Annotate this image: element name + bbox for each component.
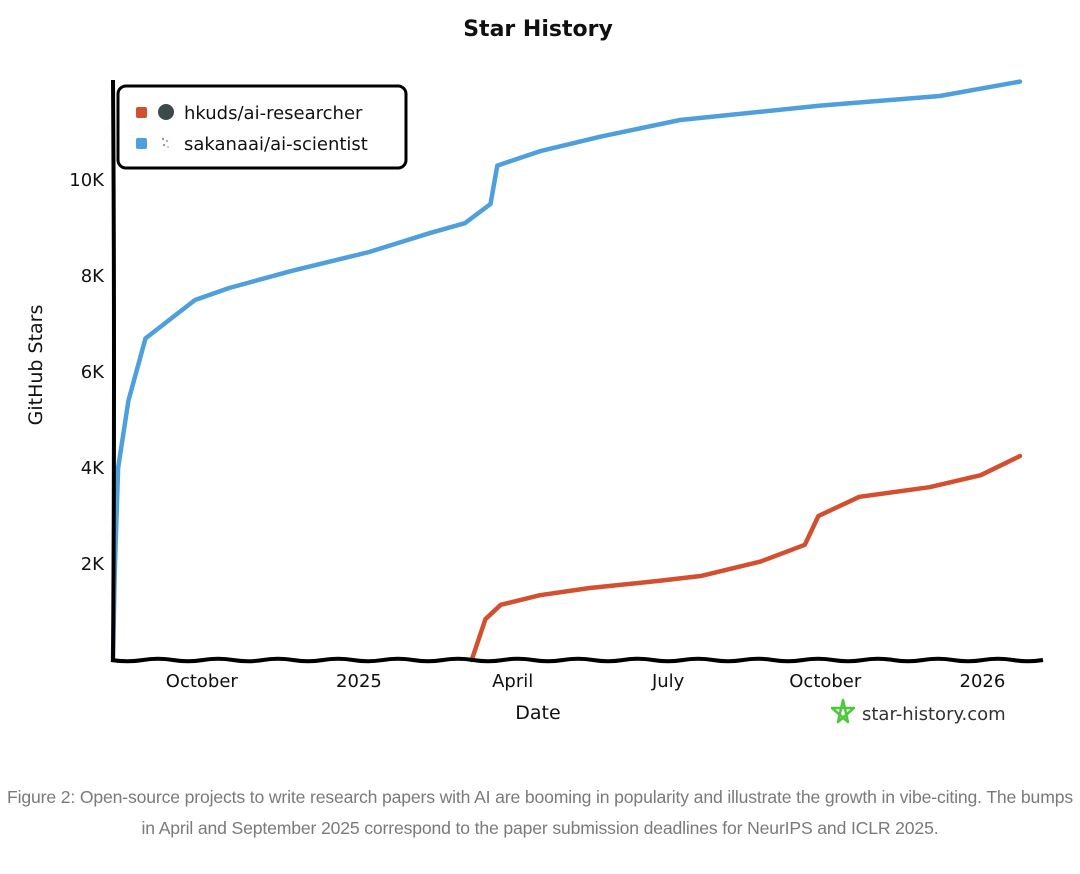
x-tick-label: 2025 xyxy=(336,671,382,692)
legend-swatch-sakanaai xyxy=(136,138,147,149)
y-tick-label: 10K xyxy=(69,170,105,191)
hkuds-avatar-icon xyxy=(158,104,174,120)
legend-box xyxy=(116,84,408,170)
y-axis-line xyxy=(111,79,116,663)
series-line-sakanaai xyxy=(110,79,1023,663)
x-tick-labels: October 2025 April July October 2026 xyxy=(166,671,1006,692)
watermark[interactable]: star-history.com xyxy=(830,698,1006,725)
legend-label-hkuds: hkuds/ai-researcher xyxy=(184,103,363,124)
legend-swatch-hkuds xyxy=(136,107,147,118)
y-tick-label: 4K xyxy=(81,458,105,479)
y-tick-label: 8K xyxy=(81,266,105,287)
x-tick-label: April xyxy=(492,671,533,692)
star-history-chart: Star History October 2025 April July October… xyxy=(25,17,1044,725)
sakanaai-avatar-icon xyxy=(161,137,169,148)
x-tick-label: October xyxy=(166,671,239,692)
x-tick-label: July xyxy=(651,671,685,692)
y-axis-label: GitHub Stars xyxy=(25,305,47,426)
y-tick-labels: 2K 4K 6K 8K 10K xyxy=(69,170,105,575)
legend-label-sakanaai: sakanaai/ai-scientist xyxy=(184,134,368,155)
legend: hkuds/ai-researcher sakanaai/ai-scientis… xyxy=(116,84,408,170)
star-logo-icon xyxy=(830,698,856,724)
series-lines xyxy=(110,79,1023,663)
y-tick-label: 6K xyxy=(81,362,105,383)
y-tick-label: 2K xyxy=(81,554,105,575)
series-line-hkuds xyxy=(469,453,1023,663)
chart-title: Star History xyxy=(463,17,613,42)
x-axis-line xyxy=(110,656,1044,664)
figure-caption: Figure 2: Open-source projects to write … xyxy=(7,787,1073,838)
watermark-text: star-history.com xyxy=(862,704,1006,725)
x-tick-label: October xyxy=(789,671,862,692)
x-axis-label: Date xyxy=(515,702,560,724)
x-tick-label: 2026 xyxy=(960,671,1006,692)
axes xyxy=(110,79,1044,664)
